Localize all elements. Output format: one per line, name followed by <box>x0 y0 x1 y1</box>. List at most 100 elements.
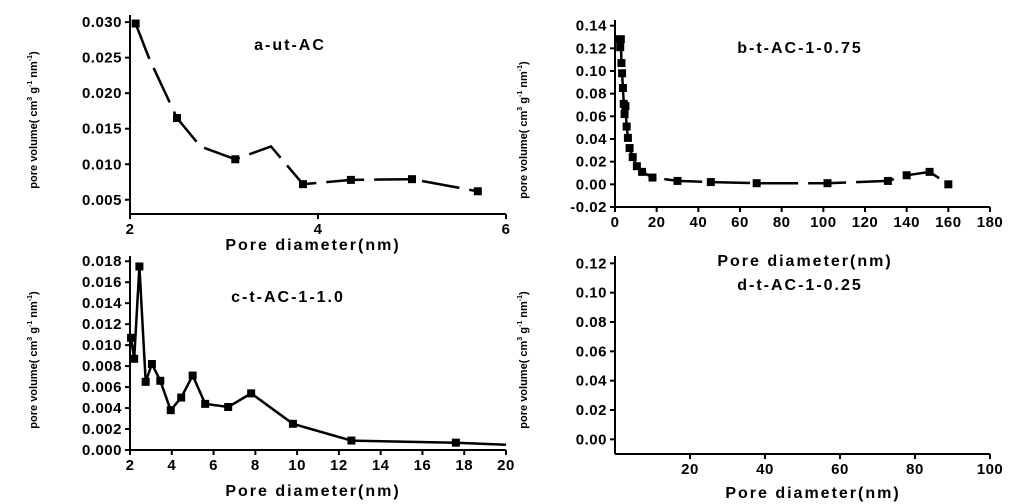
panel-c-ytick-label: 0.008 <box>82 358 122 375</box>
panel-c-data-point <box>147 360 156 369</box>
panel-d: 0.00 0.02 0.04 0.06 0.08 0.10 0.12 20 40 60 80 100 d… <box>517 255 1003 502</box>
panel-c-ytick-label: 0.012 <box>82 316 122 333</box>
panel-c-data-point <box>156 376 165 385</box>
panel-b-ylabel: pore volume( cm3 g-1 nm-1) <box>517 61 530 199</box>
panel-b-xtick-label: 180 <box>977 214 1004 231</box>
panel-a-xlabel: Pore diameter(nm) <box>225 237 400 254</box>
panel-b-xtick-label: 40 <box>689 214 707 231</box>
panel-c-ytick-label: 0.010 <box>82 337 122 354</box>
panel-b-data-point <box>883 176 892 185</box>
panel-b-xtick-label: 120 <box>852 214 879 231</box>
panel-a-data-point <box>131 19 140 28</box>
panel-a-series-line <box>134 23 479 193</box>
panel-b-xtick-label: 60 <box>731 214 749 231</box>
panel-c-xtick-label: 6 <box>209 457 218 474</box>
panel-a-ytick-label: 0.015 <box>82 121 122 138</box>
panel-a-ytick-label: 0.030 <box>82 14 122 31</box>
panel-c-xlabel: Pore diameter(nm) <box>225 483 400 500</box>
panel-d-ytick-label: 0.02 <box>576 402 607 419</box>
panel-c-data-point <box>188 371 197 380</box>
panel-b-ytick-label: 0.14 <box>576 18 607 35</box>
panel-c-data-point <box>127 333 136 342</box>
panel-d-ytick-label: 0.08 <box>576 314 607 331</box>
panel-a-xtick-label: 6 <box>502 221 511 238</box>
panel-a-xtick-label: 4 <box>314 221 323 238</box>
panel-b-data-point <box>944 180 953 189</box>
panel-b-data-point <box>628 153 637 162</box>
panel-d-xtick-label: 20 <box>681 461 699 478</box>
panel-b-data-point <box>632 162 641 171</box>
panel-d-xlabel: Pore diameter(nm) <box>725 485 900 502</box>
panel-c-data-point <box>347 436 356 445</box>
panel-b-data-point <box>625 144 634 153</box>
panel-c-xtick-label: 12 <box>330 457 348 474</box>
panel-c-data-point <box>247 389 256 398</box>
panel-c-ytick-label: 0.016 <box>82 274 122 291</box>
panel-b-xtick-label: 140 <box>893 214 920 231</box>
panel-b-data-point <box>616 43 625 52</box>
panel-c-data-point <box>130 354 139 363</box>
panel-b-xlabel: Pore diameter(nm) <box>717 253 892 270</box>
panel-b-series-line <box>618 39 949 186</box>
panel-b-xtick-label: 100 <box>810 214 837 231</box>
panel-b-ytick-label: 0.08 <box>576 86 607 103</box>
panel-b-xtick-label: 80 <box>773 214 791 231</box>
panel-c-xtick-label: 14 <box>372 457 390 474</box>
panel-c-xtick-label: 20 <box>497 457 515 474</box>
panel-a-ytick-label: 0.010 <box>82 156 122 173</box>
panel-d-ytick-label: 0.00 <box>576 431 607 448</box>
panel-c-series-line <box>129 266 507 447</box>
panel-a-xtick-label: 2 <box>126 221 135 238</box>
panel-b-data-point <box>648 173 657 182</box>
panel-c-xtick-label: 8 <box>251 457 260 474</box>
panel-c-data-point <box>201 399 210 408</box>
panel-c: 0.000 0.002 0.004 0.006 0.008 0.010 0.012 0.014… <box>27 253 515 500</box>
panel-c-data-point <box>135 262 144 271</box>
panel-b-data-point <box>623 133 632 142</box>
panel-b-ytick-label: 0.02 <box>576 154 607 171</box>
panel-b-data-point <box>925 167 934 176</box>
panel-b-data-point <box>622 122 631 131</box>
panel-c-data-point <box>177 393 186 402</box>
panel-d-title: d-t-AC-1-0.25 <box>737 277 863 294</box>
panel-b-data-point <box>617 59 626 68</box>
panel-b-data-point <box>752 179 761 188</box>
panel-c-data-point <box>141 377 150 386</box>
panel-c-ytick-label: 0.018 <box>82 253 122 270</box>
panel-c-data-point <box>288 419 297 428</box>
panel-b-ytick-label: 0.04 <box>576 131 607 148</box>
panel-b-xtick-label: 20 <box>648 214 666 231</box>
panel-a-data-point <box>346 175 355 184</box>
panel-b-data-point <box>620 110 629 119</box>
panel-b-ytick-label: 0.12 <box>576 40 607 57</box>
panel-b-title: b-t-AC-1-0.75 <box>737 40 863 57</box>
panel-b-data-point <box>621 102 630 111</box>
panel-a-data-point <box>298 180 307 189</box>
panel-c-ytick-label: 0.006 <box>82 379 122 396</box>
panel-c-data-point <box>224 403 233 412</box>
panel-c-xtick-label: 16 <box>414 457 432 474</box>
panel-c-ytick-label: 0.004 <box>82 400 122 417</box>
panel-b-xtick-label: 160 <box>935 214 962 231</box>
panel-b-ytick-label: 0.06 <box>576 108 607 125</box>
panel-c-ytick-label: 0.002 <box>82 421 122 438</box>
panel-b-data-point <box>618 69 627 78</box>
panel-d-ytick-label: 0.04 <box>576 373 607 390</box>
panel-a-data-point <box>408 175 416 184</box>
panel-d-ytick-label: 0.10 <box>576 285 607 302</box>
panel-d-ylabel: pore volume( cm3 g-1 nm-1) <box>517 291 530 429</box>
panel-d-xtick-label: 80 <box>906 461 924 478</box>
panel-d-ytick-label: 0.06 <box>576 343 607 360</box>
panel-c-xtick-label: 10 <box>288 457 306 474</box>
panel-b-ytick-label: -0.02 <box>570 199 607 216</box>
panel-a-ytick-label: 0.005 <box>82 192 122 209</box>
panel-c-data-point <box>451 438 460 447</box>
panel-b-data-point <box>706 178 715 187</box>
panel-a-data-point <box>173 114 181 123</box>
panel-a-ytick-label: 0.020 <box>82 85 122 102</box>
panel-c-data-point <box>166 406 175 415</box>
panel-b-xtick-label: 0 <box>611 214 620 231</box>
panel-b-data-point <box>673 176 682 185</box>
panel-d-xtick-label: 40 <box>756 461 774 478</box>
